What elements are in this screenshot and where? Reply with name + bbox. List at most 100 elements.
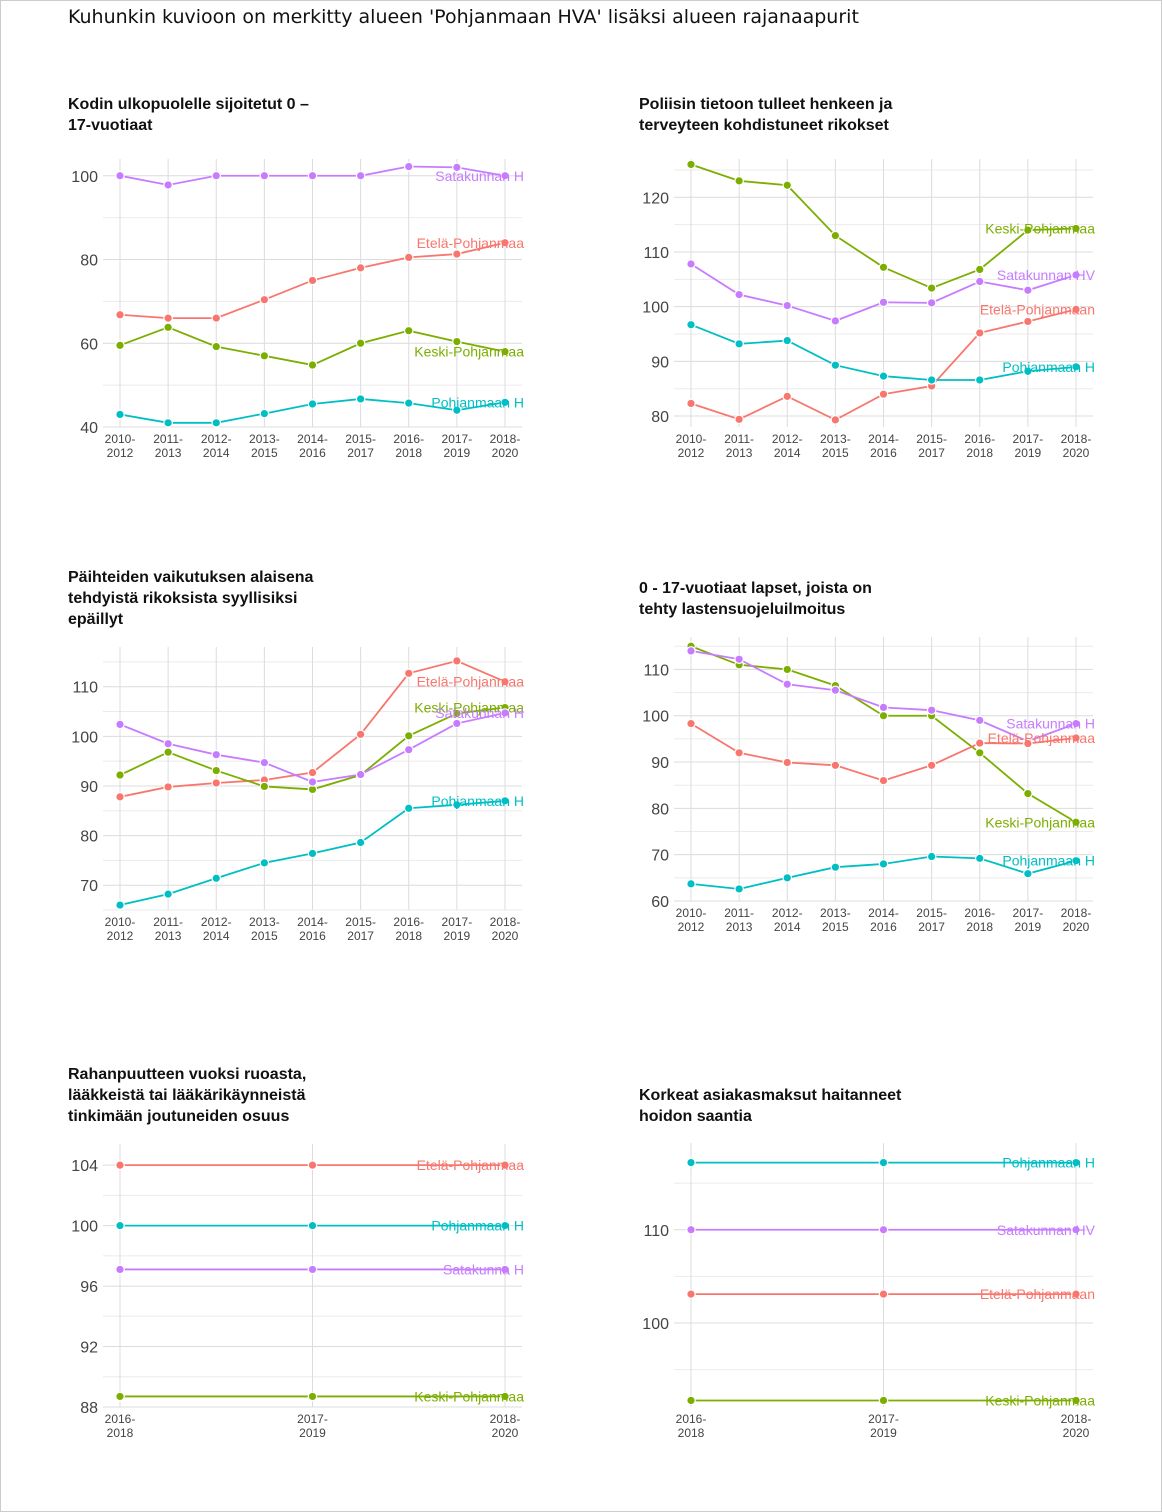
series-label: Pohjanmaan H — [431, 793, 524, 809]
data-point — [878, 371, 889, 381]
y-tick-label: 110 — [643, 1223, 669, 1240]
x-tick-label: 2013-2015 — [820, 906, 851, 934]
chart-title-line: lääkkeistä tai lääkärikäynneistä — [68, 1087, 306, 1104]
data-point — [259, 351, 270, 361]
x-tick-label: 2017-2019 — [1013, 432, 1044, 460]
data-point — [878, 710, 889, 721]
series-label: Etelä-Pohjanmaa — [417, 1157, 525, 1173]
x-tick-label: 2011-2013 — [724, 432, 754, 460]
y-tick-label: 70 — [80, 878, 98, 895]
data-point — [307, 1391, 318, 1402]
x-tick-label: 2010-2012 — [676, 906, 707, 934]
x-tick-label: 2018-2020 — [1061, 1412, 1092, 1440]
x-tick-label: 2013-2015 — [249, 432, 280, 460]
y-tick-label: 60 — [80, 336, 98, 353]
data-point — [452, 718, 462, 729]
data-point — [974, 264, 985, 275]
data-point — [115, 309, 125, 320]
data-point — [307, 275, 318, 286]
data-point — [1023, 316, 1033, 327]
x-tick-label: 2016-2018 — [964, 906, 995, 934]
chart-title-line: tinkimään joutuneiden osuus — [68, 1108, 290, 1125]
series-label: Etelä-Pohjanmaa — [417, 235, 525, 251]
data-point — [1071, 855, 1081, 866]
data-point — [115, 340, 125, 351]
data-point — [1071, 1289, 1081, 1299]
data-point — [878, 297, 889, 308]
data-point — [830, 415, 841, 425]
data-point — [1023, 225, 1033, 235]
series-label: Satakunnan H — [435, 705, 524, 721]
x-tick-label: 2011-2013 — [724, 906, 754, 934]
x-tick-label: 2017-2019 — [868, 1412, 899, 1440]
chart-svg: 88 92 96 100 104 2016-2018 2017-2019 2018-2020 E… — [71, 1144, 525, 1440]
series-pohjanmaan-hva: Pohjanmaan H — [115, 793, 524, 910]
data-point — [926, 298, 937, 308]
series-label: Keski-Pohjanmaa — [414, 344, 524, 360]
series-label: Keski-Pohjanmaa — [985, 220, 1095, 236]
y-tick-label: 90 — [80, 779, 98, 796]
data-point — [355, 394, 366, 404]
data-point — [403, 398, 414, 408]
data-point — [734, 289, 744, 300]
chart-title-line: terveyteen kohdistuneet rikokset — [639, 117, 889, 134]
data-point — [734, 176, 744, 186]
y-tick-label: 40 — [80, 420, 98, 437]
data-point — [115, 792, 125, 802]
y-tick-label: 92 — [80, 1340, 98, 1357]
data-point — [974, 715, 985, 726]
chart-panel-2: Poliisin tietoon tulleet henkeen ja terve… — [639, 94, 1159, 514]
data-point — [211, 418, 222, 428]
data-point — [974, 853, 985, 864]
y-tick-label: 96 — [80, 1279, 98, 1296]
chart-svg: 100 110 2016-2018 2017-2019 2018-2020 Pohjanm… — [642, 1143, 1096, 1440]
data-point — [974, 328, 985, 338]
series-label: Satakunnan H — [435, 168, 524, 184]
data-point — [307, 360, 318, 370]
series-keski-pohjanmaan-hva: Keski-Pohjanmaa — [686, 159, 1095, 293]
data-point — [452, 708, 462, 719]
data-point — [878, 859, 889, 869]
x-tick-label: 2017-2019 — [297, 1412, 328, 1440]
data-point — [211, 765, 222, 776]
data-point — [974, 276, 985, 287]
series-satakunnan-hva: Satakunnan H — [686, 646, 1095, 747]
data-point — [259, 858, 270, 868]
data-point — [403, 325, 414, 336]
series-etela-pohjanmaan-hva: Etelä-Pohjanmaa — [115, 235, 525, 323]
data-point — [452, 336, 462, 347]
x-tick-label: 2018-2020 — [490, 432, 521, 460]
series-pohjanmaan-hva: Pohjanmaan H — [686, 851, 1095, 894]
data-point — [830, 760, 841, 771]
data-point — [974, 375, 985, 385]
x-tick-label: 2010-2012 — [676, 432, 707, 460]
data-point — [974, 747, 985, 758]
data-point — [1023, 285, 1033, 296]
y-tick-label: 120 — [642, 190, 669, 207]
data-point — [211, 778, 222, 788]
data-point — [500, 237, 510, 248]
data-point — [782, 300, 793, 311]
series-label: Etelä-Pohjanmaa — [988, 730, 1096, 746]
data-point — [1023, 366, 1033, 377]
data-point — [830, 685, 841, 696]
series-etela-pohjanmaan-hva: Etelä-Pohjanmaa — [115, 1157, 525, 1173]
data-point — [878, 1157, 889, 1168]
data-point — [782, 664, 793, 675]
y-tick-label: 88 — [80, 1400, 98, 1417]
data-point — [403, 252, 414, 263]
chart-title-line: epäillyt — [68, 611, 124, 628]
y-tick-label: 100 — [71, 729, 98, 746]
chart-title: Päihteiden vaikutuksen alaisena tehdyistä… — [68, 567, 368, 630]
y-tick-label: 100 — [71, 169, 98, 186]
data-point — [307, 1264, 318, 1275]
data-point — [926, 705, 937, 715]
x-tick-label: 2017-2019 — [442, 432, 473, 460]
data-point — [734, 747, 744, 758]
y-tick-label: 100 — [642, 709, 669, 726]
x-tick-label: 2011-2013 — [153, 432, 183, 460]
data-point — [115, 719, 125, 730]
y-tick-label: 110 — [72, 680, 98, 697]
chart-panel-6: Korkeat asiakasmaksut haitanneet hoidon s… — [639, 1085, 1159, 1505]
data-point — [878, 262, 889, 273]
